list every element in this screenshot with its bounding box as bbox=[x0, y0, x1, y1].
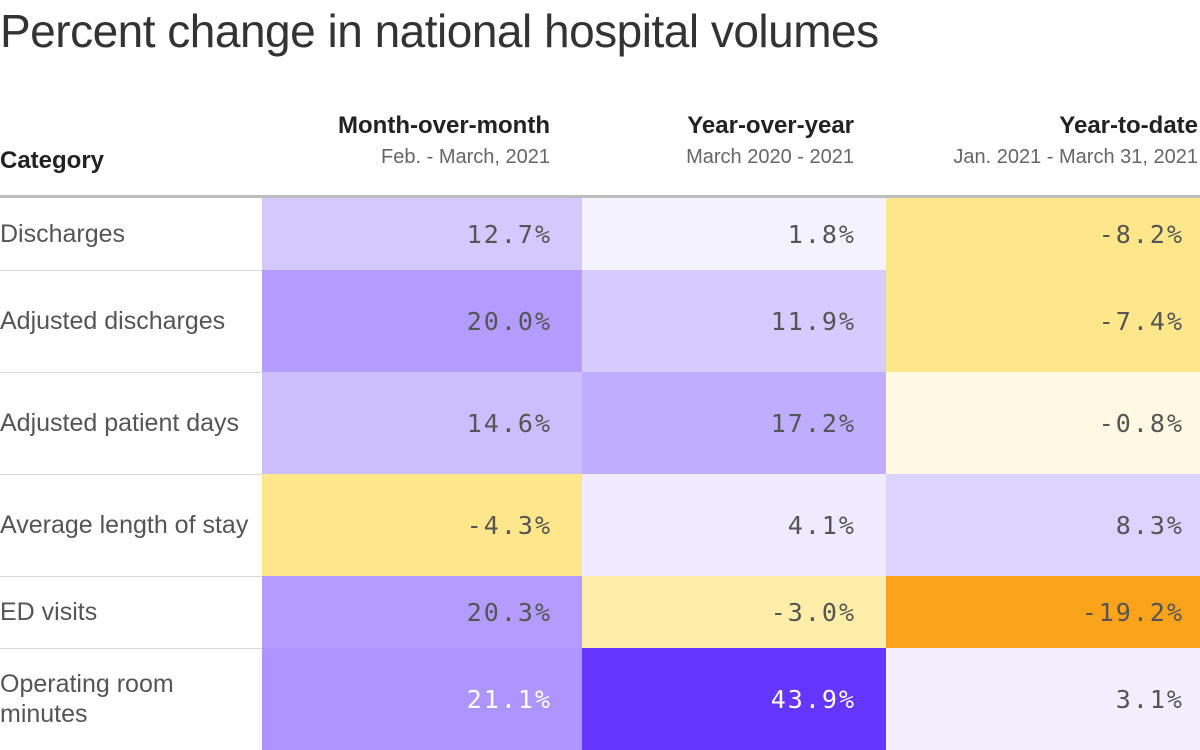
column-subtitle: Feb. - March, 2021 bbox=[381, 146, 550, 168]
header-rule bbox=[0, 195, 1200, 198]
value-cell: 12.7% bbox=[262, 198, 582, 270]
column-header-year-to-date: Year-to-date Jan. 2021 - March 31, 2021 bbox=[886, 112, 1198, 196]
column-title: Year-over-year bbox=[687, 112, 854, 139]
row-divider bbox=[0, 270, 262, 271]
column-title: Month-over-month bbox=[338, 112, 550, 139]
value-cell: -4.3% bbox=[262, 474, 582, 576]
row-category: Adjusted discharges bbox=[0, 307, 226, 335]
value-cell: -7.4% bbox=[886, 270, 1200, 372]
row-divider bbox=[0, 372, 262, 373]
row-divider bbox=[0, 648, 262, 649]
value-cell: 14.6% bbox=[262, 372, 582, 474]
value-cell: 8.3% bbox=[886, 474, 1200, 576]
row-category: Operating room minutes bbox=[0, 670, 174, 728]
row-category: Adjusted patient days bbox=[0, 409, 240, 437]
value-cell: -0.8% bbox=[886, 372, 1200, 474]
row-category: Discharges bbox=[0, 220, 126, 248]
value-cell: 4.1% bbox=[582, 474, 886, 576]
chart-title: Percent change in national hospital volu… bbox=[0, 5, 879, 57]
value-cell: 21.1% bbox=[262, 648, 582, 750]
row-divider bbox=[0, 474, 262, 475]
column-header-year-over-year: Year-over-year March 2020 - 2021 bbox=[582, 112, 854, 196]
column-subtitle: Jan. 2021 - March 31, 2021 bbox=[953, 146, 1198, 168]
value-cell: 3.1% bbox=[886, 648, 1200, 750]
column-header-month-over-month: Month-over-month Feb. - March, 2021 bbox=[262, 112, 550, 196]
value-cell: 1.8% bbox=[582, 198, 886, 270]
value-cell: 17.2% bbox=[582, 372, 886, 474]
value-cell: 20.0% bbox=[262, 270, 582, 372]
value-cell: -3.0% bbox=[582, 576, 886, 648]
value-cell: 43.9% bbox=[582, 648, 886, 750]
category-header: Category bbox=[0, 147, 105, 174]
row-divider bbox=[0, 576, 262, 577]
value-cell: -8.2% bbox=[886, 198, 1200, 270]
column-title: Year-to-date bbox=[1059, 112, 1198, 139]
value-cell: 20.3% bbox=[262, 576, 582, 648]
value-cell: -19.2% bbox=[886, 576, 1200, 648]
row-category: ED visits bbox=[0, 598, 98, 626]
value-cell: 11.9% bbox=[582, 270, 886, 372]
column-subtitle: March 2020 - 2021 bbox=[686, 146, 854, 168]
row-category: Average length of stay bbox=[0, 511, 249, 539]
